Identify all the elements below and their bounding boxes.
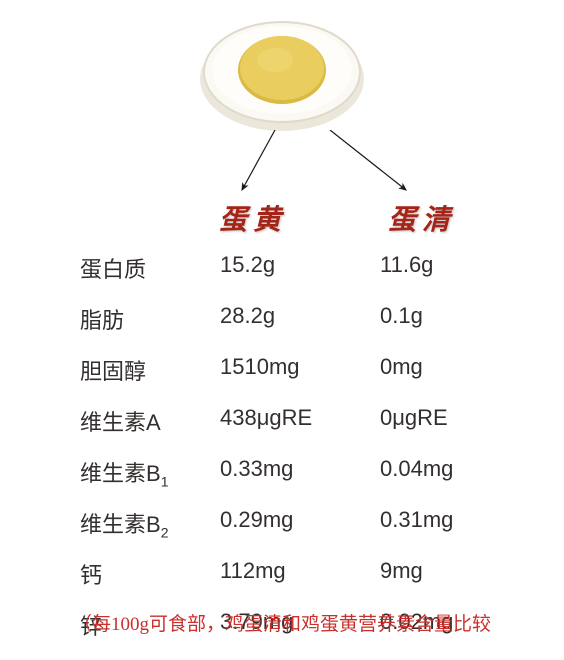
header-white: 蛋清 [388, 198, 456, 238]
nutrition-table: 蛋白质 15.2g 11.6g 脂肪 28.2g 0.1g 胆固醇 1510mg 0mg 维生素A… [0, 252, 564, 660]
nutrient-name: 维生素A [80, 405, 161, 437]
white-value: 0.1g [380, 303, 423, 329]
nutrient-name: 蛋白质 [80, 252, 146, 284]
nutrient-name: 维生素B2 [80, 507, 168, 540]
table-row: 维生素A 438μgRE 0μgRE [0, 405, 564, 445]
arrows-container [0, 130, 564, 200]
table-row: 胆固醇 1510mg 0mg [0, 354, 564, 394]
white-value: 0μgRE [380, 405, 448, 431]
yolk-value: 15.2g [220, 252, 275, 278]
yolk-value: 0.33mg [220, 456, 293, 482]
table-row: 维生素B2 0.29mg 0.31mg [0, 507, 564, 547]
yolk-value: 0.29mg [220, 507, 293, 533]
white-value: 0mg [380, 354, 423, 380]
yolk-value: 112mg [220, 558, 286, 584]
white-value: 11.6g [380, 252, 433, 278]
white-value: 0.04mg [380, 456, 453, 482]
egg-illustration [197, 14, 367, 134]
yolk-value: 1510mg [220, 354, 300, 380]
arrow-to-white [330, 130, 406, 190]
nutrient-name: 胆固醇 [80, 354, 146, 386]
egg-svg [197, 14, 367, 134]
arrow-to-yolk [242, 130, 275, 190]
header-yolk: 蛋黄 [219, 198, 287, 238]
white-value: 0.31mg [380, 507, 453, 533]
egg-yolk-highlight [257, 48, 293, 72]
white-value: 9mg [380, 558, 423, 584]
table-row: 维生素B1 0.33mg 0.04mg [0, 456, 564, 496]
yolk-value: 28.2g [220, 303, 275, 329]
footnote: （每100g可食部，鸡蛋清和鸡蛋黄营养素含量比较 [0, 609, 564, 636]
nutrient-name: 脂肪 [80, 303, 124, 335]
table-row: 脂肪 28.2g 0.1g [0, 303, 564, 343]
table-row: 钙 112mg 9mg [0, 558, 564, 598]
nutrient-name: 钙 [80, 558, 102, 590]
table-row: 蛋白质 15.2g 11.6g [0, 252, 564, 292]
yolk-value: 438μgRE [220, 405, 312, 431]
nutrient-name: 维生素B1 [80, 456, 168, 489]
